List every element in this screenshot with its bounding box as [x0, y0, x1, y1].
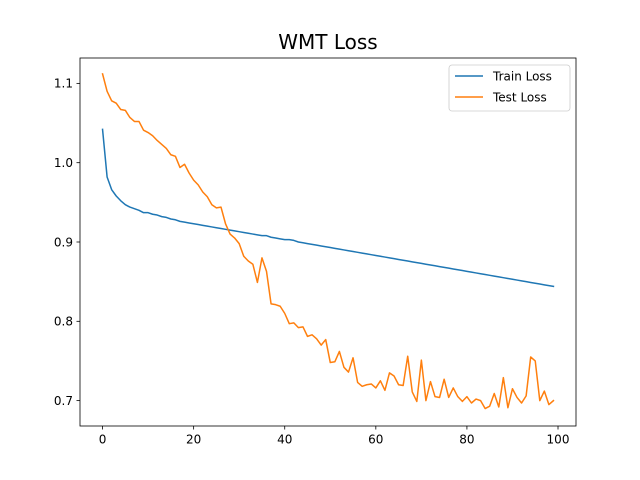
x-tick-label: 0 [99, 433, 107, 447]
y-tick-label: 1.0 [54, 156, 73, 170]
y-tick-label: 0.7 [54, 394, 73, 408]
y-tick-label: 0.8 [54, 315, 73, 329]
x-tick-label: 80 [459, 433, 474, 447]
x-tick-label: 60 [368, 433, 383, 447]
chart-title: WMT Loss [278, 30, 377, 54]
y-tick-label: 1.1 [54, 77, 73, 91]
legend-label-train-loss: Train Loss [492, 69, 552, 83]
y-tick-label: 0.9 [54, 235, 73, 249]
legend-label-test-loss: Test Loss [492, 90, 547, 104]
x-tick-label: 20 [186, 433, 201, 447]
series-line-test-loss [101, 72, 555, 410]
x-tick-label: 100 [547, 433, 570, 447]
x-tick-label: 40 [277, 433, 292, 447]
series-layer [101, 72, 555, 410]
legend: Train Loss Test Loss [448, 64, 571, 112]
axes-layer: 0 20 40 60 80 100 0.7 0.8 0.9 1.0 1.1 [54, 57, 577, 447]
series-line-train-loss [101, 128, 555, 288]
